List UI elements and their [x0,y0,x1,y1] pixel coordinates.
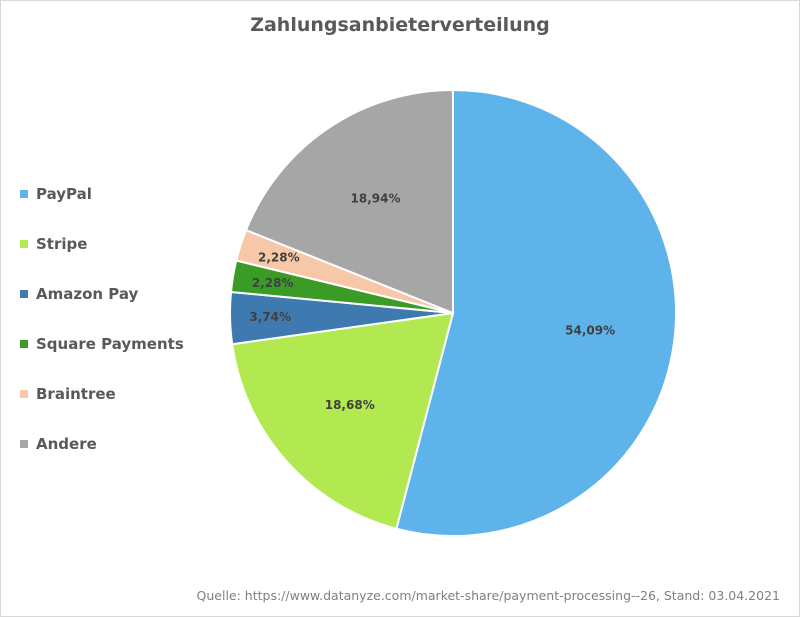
legend-swatch [20,190,28,198]
slice-paypal [395,88,677,537]
data-label: 18,68% [325,398,375,412]
legend: PayPal Stripe Amazon Pay Square Payments… [20,169,184,469]
legend-label: Amazon Pay [36,285,139,303]
legend-label: Stripe [36,235,88,253]
legend-item-amazon-pay: Amazon Pay [20,269,184,319]
legend-swatch [20,290,28,298]
legend-label: Braintree [36,385,116,403]
legend-swatch [20,440,28,448]
legend-swatch [20,390,28,398]
legend-swatch [20,240,28,248]
legend-swatch [20,340,28,348]
legend-item-stripe: Stripe [20,219,184,269]
legend-label: Square Payments [36,335,184,353]
data-label: 3,74% [249,310,291,324]
data-label: 54,09% [565,324,615,338]
data-label: 2,28% [252,276,294,290]
slice-andere [244,88,454,315]
legend-item-square-payments: Square Payments [20,319,184,369]
source-note: Quelle: https://www.datanyze.com/market-… [196,588,780,603]
data-label: 18,94% [351,191,401,205]
chart-title: Zahlungsanbieterverteilung [250,14,550,36]
legend-label: PayPal [36,185,92,203]
legend-label: Andere [36,435,97,453]
slice-stripe [231,311,455,530]
legend-item-braintree: Braintree [20,369,184,419]
legend-item-andere: Andere [20,419,184,469]
legend-item-paypal: PayPal [20,169,184,219]
data-label: 2,28% [258,250,300,264]
